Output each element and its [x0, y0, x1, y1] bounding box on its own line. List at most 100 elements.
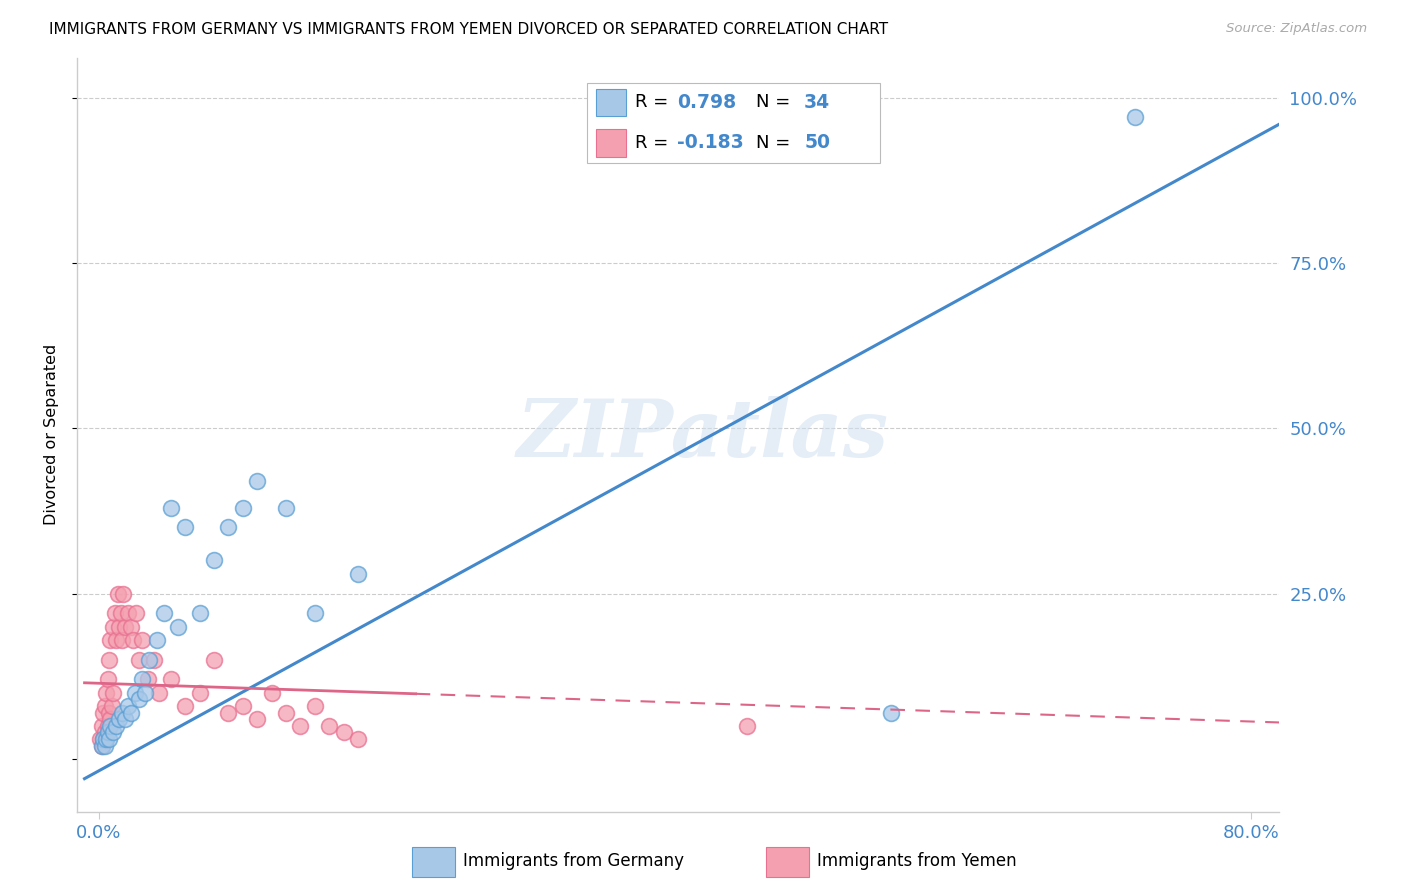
Point [274, 500, 297, 515]
Point [332, 725, 354, 739]
Point [111, 632, 134, 647]
Point [188, 686, 211, 700]
Point [232, 698, 254, 713]
Y-axis label: Divorced or Separated: Divorced or Separated [44, 344, 59, 525]
Point [124, 686, 146, 700]
Point [90, 739, 112, 753]
Point [108, 619, 131, 633]
Point [304, 698, 326, 713]
Point [98, 653, 121, 667]
Point [94, 731, 117, 746]
Point [110, 607, 132, 621]
Point [122, 632, 145, 647]
Point [131, 673, 153, 687]
Point [114, 619, 136, 633]
Point [100, 632, 122, 647]
Point [98, 706, 121, 720]
Point [218, 706, 240, 720]
Point [93, 698, 115, 713]
Bar [412, 847, 456, 877]
Point [101, 698, 124, 713]
Point [1125, 111, 1147, 125]
Point [90, 739, 112, 753]
Bar [596, 89, 626, 116]
Point [347, 731, 370, 746]
Text: R =: R = [636, 94, 673, 112]
Text: ZIPatlas: ZIPatlas [516, 396, 889, 474]
Point [274, 706, 297, 720]
Point [318, 719, 340, 733]
Point [145, 632, 167, 647]
Point [105, 719, 128, 733]
Text: IMMIGRANTS FROM GERMANY VS IMMIGRANTS FROM YEMEN DIVORCED OR SEPARATED CORRELATI: IMMIGRANTS FROM GERMANY VS IMMIGRANTS FR… [49, 22, 889, 37]
Text: -0.183: -0.183 [678, 134, 744, 153]
Point [131, 632, 153, 647]
Point [120, 619, 142, 633]
Point [117, 698, 139, 713]
Point [218, 520, 240, 534]
Bar [766, 847, 810, 877]
Text: 0.798: 0.798 [678, 93, 737, 112]
Point [188, 607, 211, 621]
Point [260, 686, 283, 700]
Point [98, 731, 121, 746]
Point [148, 686, 170, 700]
Point [97, 725, 120, 739]
Point [134, 686, 156, 700]
Text: Immigrants from Yemen: Immigrants from Yemen [817, 852, 1017, 870]
Text: Immigrants from Germany: Immigrants from Germany [463, 852, 683, 870]
FancyBboxPatch shape [586, 83, 880, 163]
Text: 50: 50 [804, 134, 830, 153]
Point [202, 653, 225, 667]
Point [114, 712, 136, 726]
Point [91, 706, 114, 720]
Point [347, 566, 370, 581]
Point [128, 692, 150, 706]
Text: 34: 34 [804, 93, 831, 112]
Text: R =: R = [636, 134, 673, 152]
Point [136, 673, 159, 687]
Point [107, 586, 129, 600]
Point [89, 731, 111, 746]
Point [125, 607, 148, 621]
Point [112, 586, 135, 600]
Point [160, 673, 183, 687]
Point [246, 712, 269, 726]
Point [202, 553, 225, 567]
Point [100, 712, 122, 726]
Point [94, 731, 117, 746]
Text: N =: N = [756, 134, 796, 152]
Point [100, 719, 122, 733]
Point [167, 619, 190, 633]
Point [90, 719, 112, 733]
Point [111, 706, 134, 720]
Point [152, 607, 174, 621]
Point [108, 712, 131, 726]
Point [103, 686, 125, 700]
Point [246, 474, 269, 488]
Point [94, 686, 117, 700]
Point [304, 607, 326, 621]
Point [105, 632, 128, 647]
Point [117, 607, 139, 621]
Bar [596, 129, 626, 157]
Text: Source: ZipAtlas.com: Source: ZipAtlas.com [1226, 22, 1367, 36]
Point [880, 706, 903, 720]
Point [103, 619, 125, 633]
Point [174, 520, 197, 534]
Point [735, 719, 758, 733]
Text: N =: N = [756, 94, 796, 112]
Point [142, 653, 165, 667]
Point [174, 698, 197, 713]
Point [104, 607, 127, 621]
Point [93, 739, 115, 753]
Point [232, 500, 254, 515]
Point [128, 653, 150, 667]
Point [290, 719, 312, 733]
Point [97, 673, 120, 687]
Point [103, 725, 125, 739]
Point [91, 731, 114, 746]
Point [160, 500, 183, 515]
Point [91, 731, 114, 746]
Point [93, 725, 115, 739]
